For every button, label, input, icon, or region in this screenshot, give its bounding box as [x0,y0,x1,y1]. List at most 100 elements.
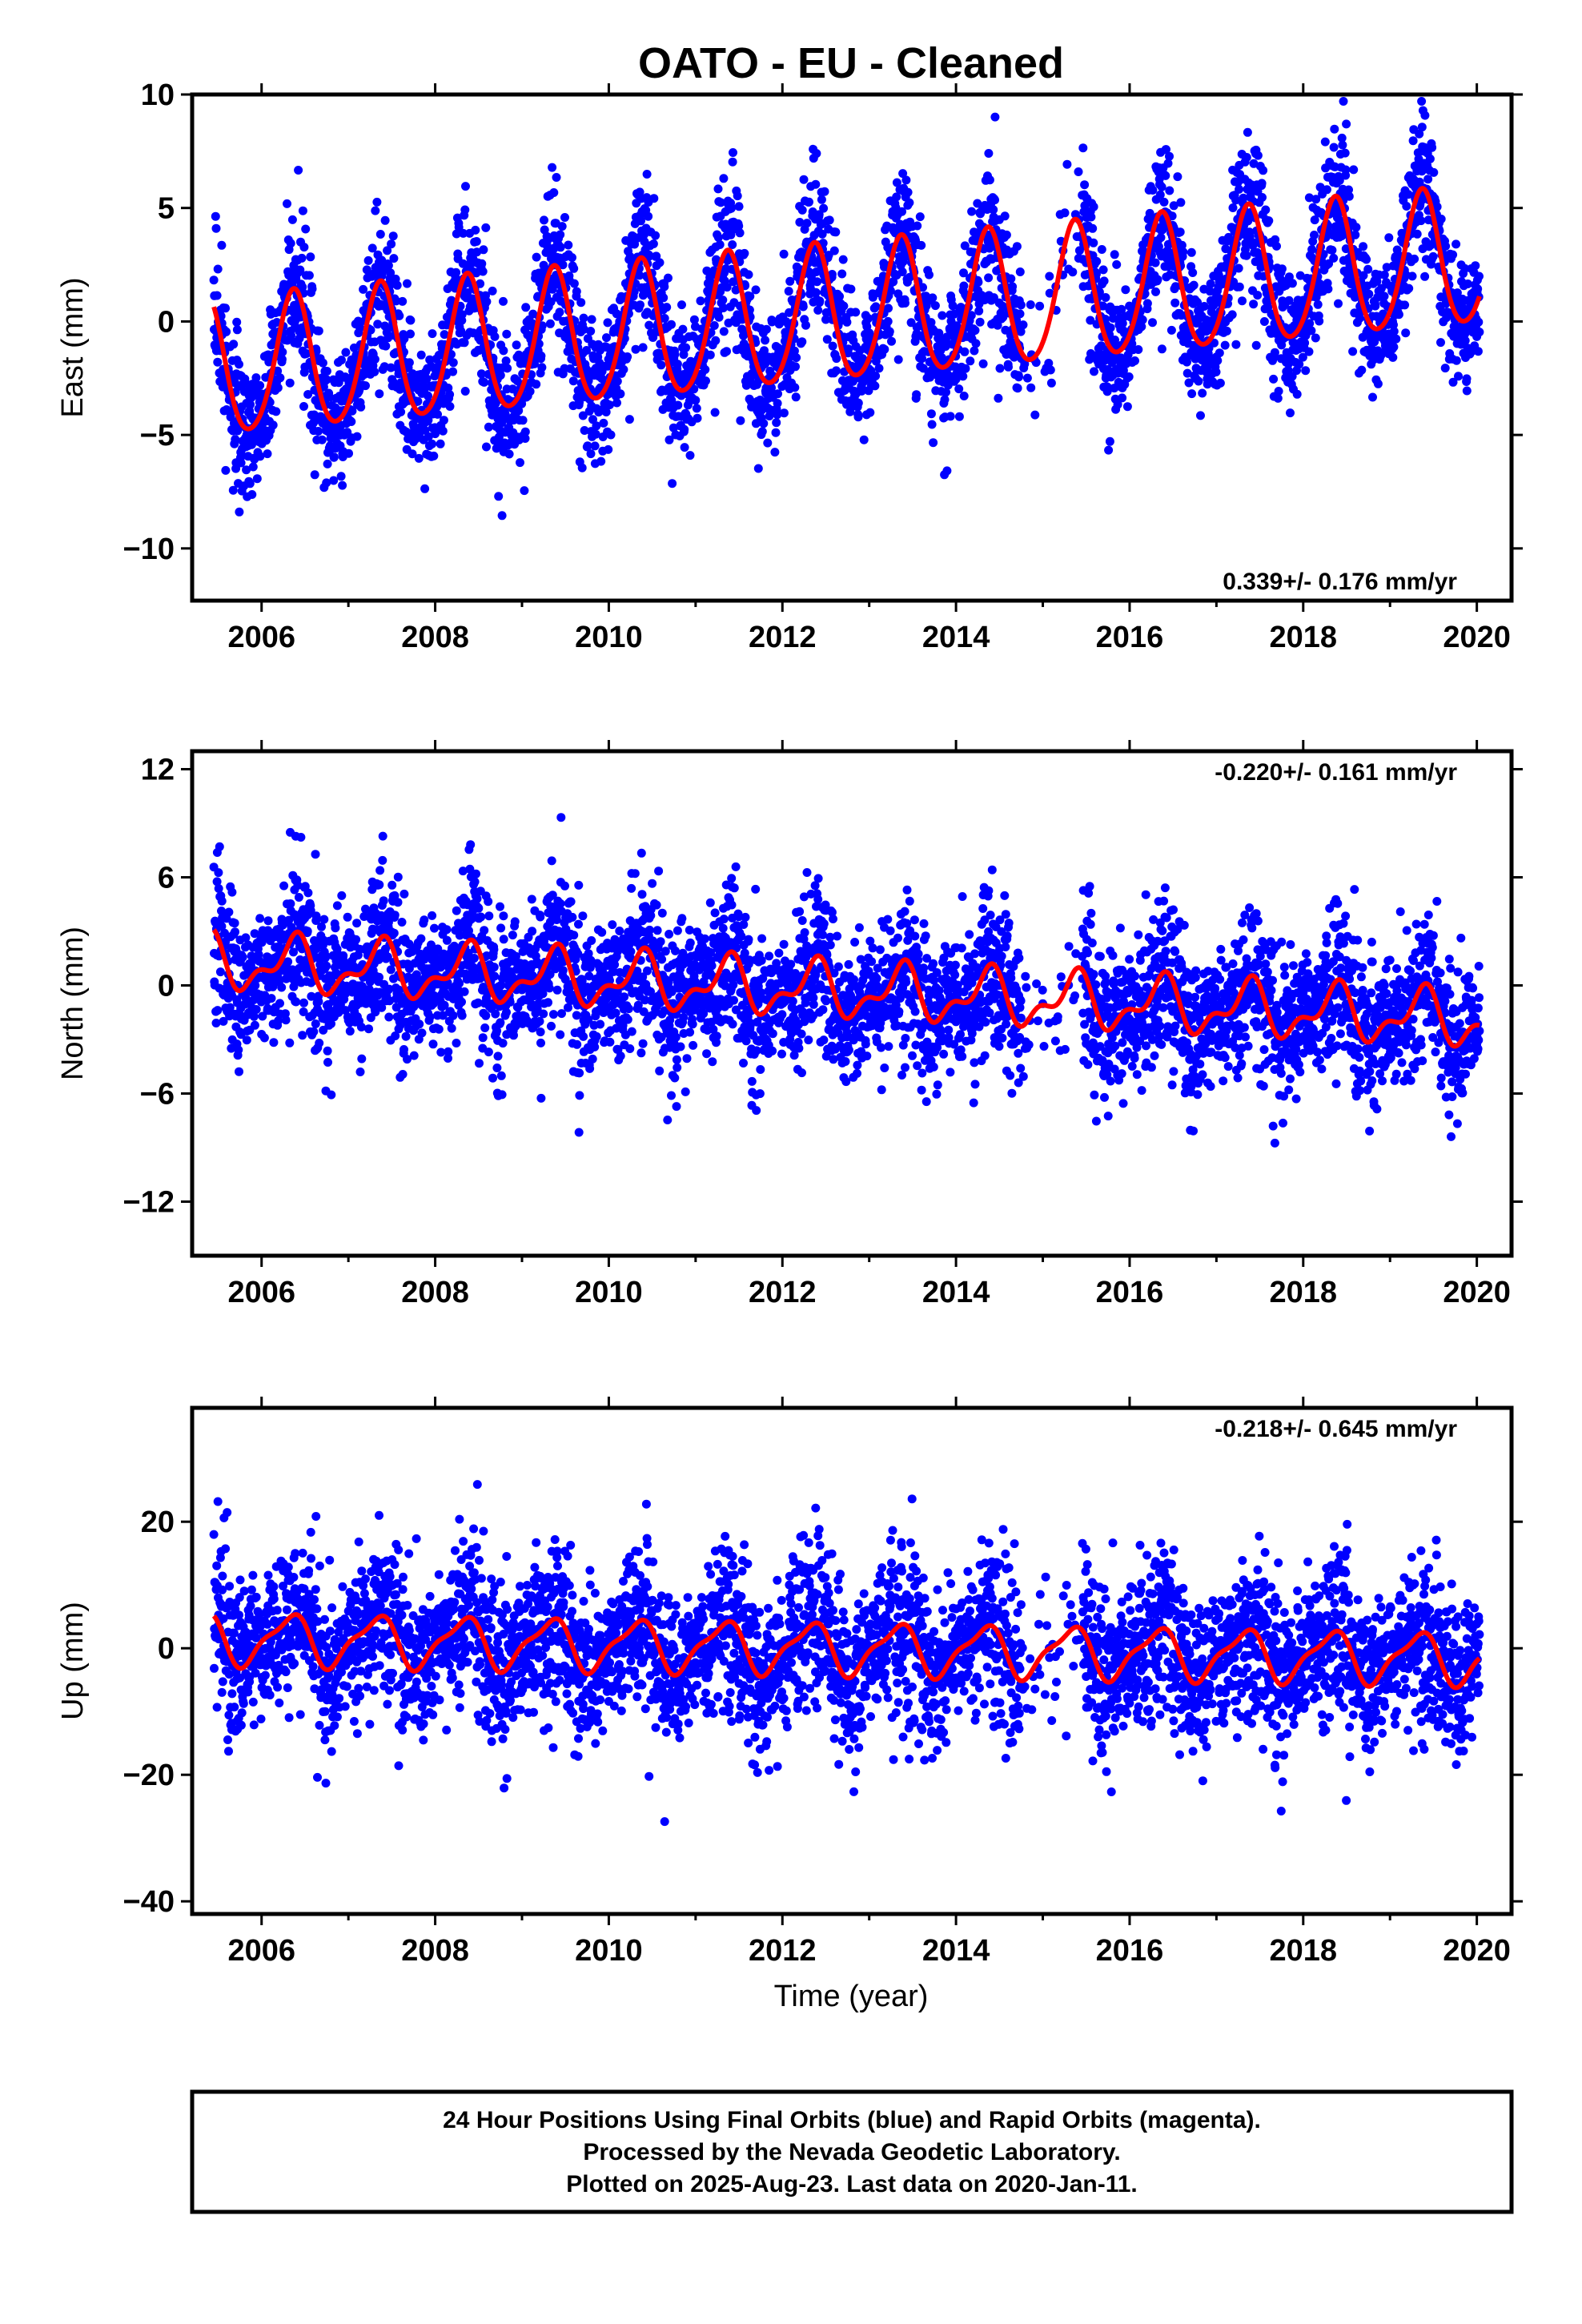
east-data-point [638,343,648,352]
east-data-point [604,444,613,454]
east-data-point [299,243,309,252]
east-data-point [248,462,258,472]
east-data-point [499,346,508,356]
north-data-point [389,928,399,938]
east-data-point [701,365,710,374]
east-data-point [1206,279,1215,288]
east-data-point [1334,299,1343,308]
east-data-point [388,231,398,241]
east-data-point [619,364,628,374]
east-data-point [512,340,521,350]
east-data-point [484,422,493,432]
east-data-point [1062,159,1072,169]
east-data-point [532,380,541,389]
east-data-point [299,402,308,411]
east-data-point [901,299,909,308]
east-data-point [1089,202,1098,211]
east-data-point [459,228,468,238]
east-data-point [1150,258,1160,267]
east-data-point [490,332,500,341]
east-data-point [1008,282,1018,292]
east-data-point [472,237,481,246]
east-data-point [1186,247,1196,257]
east-data-point [482,297,492,307]
east-data-point [341,348,351,357]
north-data-point [387,880,397,890]
east-data-point [1157,344,1166,354]
east-data-point [603,318,612,328]
east-data-point [1166,325,1176,335]
east-data-point [901,175,911,185]
east-data-point [440,330,449,340]
east-data-point [221,465,231,475]
east-data-point [445,402,455,411]
east-data-point [779,408,789,418]
east-data-point [1199,302,1209,311]
east-data-point [1165,151,1174,161]
east-data-point [696,296,705,306]
east-data-point [525,387,535,396]
east-data-point [974,277,983,287]
east-data-point [811,179,821,189]
east-data-point [1045,271,1054,281]
east-data-point [1402,202,1411,211]
east-data-point [1428,251,1438,261]
north-data-point [227,887,237,897]
east-data-point [240,377,250,387]
east-data-point [791,362,800,372]
east-data-point [612,376,622,386]
east-data-point [978,359,988,368]
east-data-point [569,279,579,288]
east-data-point [954,384,964,394]
east-data-point [1092,256,1102,266]
east-data-point [771,428,781,437]
east-data-point [422,374,432,384]
north-data-point [267,994,276,1003]
east-data-point [1187,389,1197,399]
east-data-point [329,476,339,485]
north-data-point [398,1070,408,1079]
east-x-tick-label: 2010 [575,621,643,654]
north-data-point [214,868,223,878]
north-data-point [296,833,306,842]
east-x-tick-label: 2018 [1270,621,1338,654]
east-data-point [560,213,569,222]
east-data-point [1220,340,1230,350]
east-data-point [984,273,994,283]
north-data-point [255,914,265,923]
east-data-point [784,287,793,296]
east-data-point [1242,251,1251,260]
north-data-point [351,935,361,944]
east-data-point [424,432,433,441]
east-data-point [556,230,565,239]
east-data-point [1404,283,1414,293]
east-data-point [1014,372,1023,382]
east-data-point [1101,293,1110,302]
east-data-point [1153,275,1162,284]
east-data-point [763,438,773,448]
east-data-point [337,356,346,365]
east-data-point [537,321,547,331]
east-data-point [770,448,780,457]
east-data-point [543,235,552,245]
east-data-point [1454,372,1463,381]
east-data-point [1228,203,1238,212]
east-data-point [883,316,893,326]
east-data-point [797,205,807,215]
east-data-point [1436,215,1446,223]
east-data-point [1110,250,1119,259]
east-data-point [1417,97,1427,106]
east-data-point [1389,342,1399,352]
north-data-point [311,850,320,859]
east-data-point [329,452,339,462]
east-data-point [294,166,303,175]
east-data-point [1253,291,1263,300]
east-x-tick-label: 2008 [401,621,469,654]
north-data-point [378,831,387,841]
east-x-tick-label: 2020 [1443,621,1511,654]
east-data-point [1407,271,1417,281]
east-data-point [662,303,672,312]
east-data-point [701,376,710,386]
east-data-point [779,249,789,259]
east-data-point [813,305,823,315]
